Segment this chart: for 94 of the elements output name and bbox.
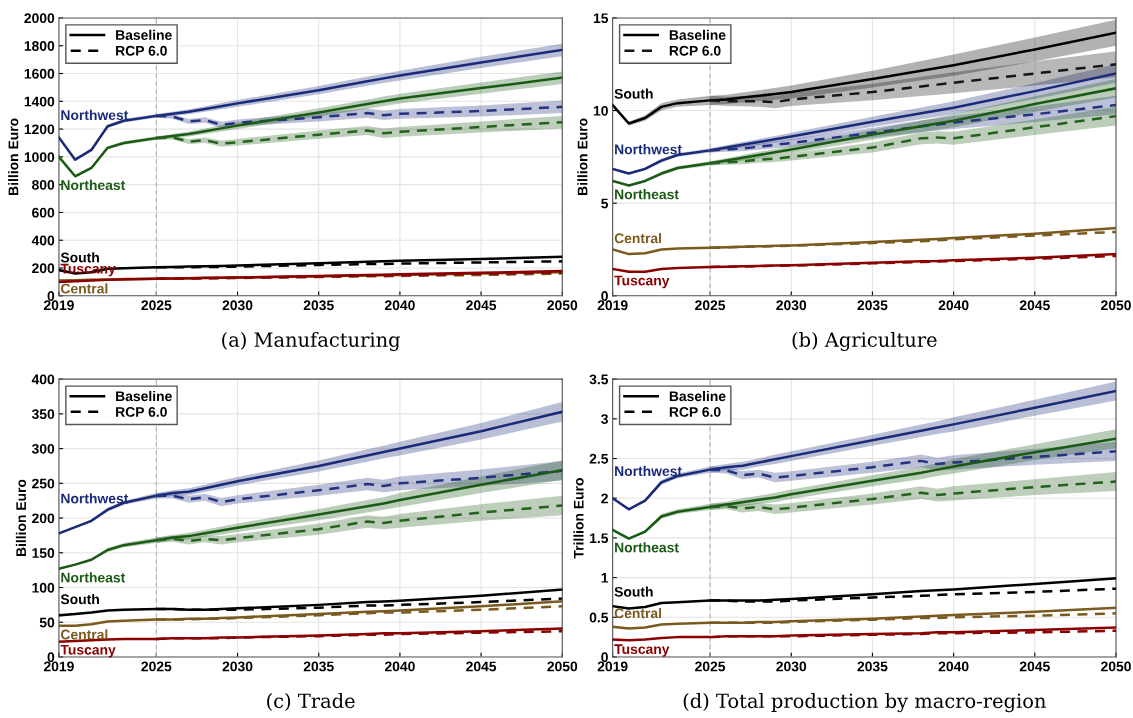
y-tick-label: 350 — [31, 409, 55, 420]
legend-label: RCP 6.0 — [116, 45, 167, 56]
x-tick-label: 2040 — [384, 661, 415, 672]
y-tick-label: 1600 — [24, 68, 55, 79]
y-tick-label: 2.5 — [589, 453, 609, 464]
y-tick-label: 3 — [601, 414, 608, 425]
text: (b) Agriculture — [792, 331, 937, 351]
legend-label: RCP 6.0 — [116, 407, 167, 417]
annotation: Tuscany — [60, 645, 116, 658]
x-tick-label: 2025 — [695, 300, 726, 311]
x-tick-label: 2035 — [303, 300, 334, 311]
x-tick-label: 2030 — [222, 300, 253, 311]
x-tick-label: 2050 — [1101, 661, 1131, 672]
annotation: South — [614, 586, 653, 597]
x-tick-label: 2030 — [222, 661, 253, 672]
annotation: Northwest — [61, 109, 129, 121]
x-tick-label: 2025 — [141, 300, 172, 311]
y-axis-title: Billion Euro — [15, 479, 27, 557]
annotation: South — [60, 593, 99, 605]
annotation: South — [60, 252, 99, 263]
y-tick-label: 600 — [32, 207, 55, 218]
legend-label: Baseline — [116, 29, 172, 40]
y-tick-label: 2 — [601, 493, 608, 504]
y-tick-label: 200 — [32, 513, 55, 524]
annotation: Northeast — [615, 189, 679, 200]
y-tick-label: 10 — [593, 105, 608, 116]
x-tick-label: 2030 — [776, 300, 807, 311]
y-tick-label: 50 — [39, 617, 55, 628]
annotation: Tuscany — [614, 275, 670, 289]
x-tick-label: 2019 — [597, 300, 628, 311]
y-tick-label: 1 — [601, 573, 609, 583]
y-tick-label: 15 — [593, 13, 609, 24]
x-tick-label: 2030 — [776, 661, 807, 672]
y-tick-label: 3.5 — [589, 374, 609, 385]
y-tick-label: 0.5 — [589, 612, 609, 623]
y-tick-label: 1400 — [24, 96, 55, 107]
legend-label: Baseline — [669, 29, 726, 40]
annotation: Northwest — [615, 465, 682, 477]
legend-label: Baseline — [116, 390, 172, 402]
annotation: South — [614, 88, 653, 99]
y-tick-label: 100 — [32, 582, 55, 593]
x-tick-label: 2040 — [384, 300, 415, 311]
x-tick-label: 2045 — [466, 661, 497, 672]
legend-label: RCP 6.0 — [669, 407, 721, 417]
y-tick-label: 1200 — [24, 124, 55, 135]
text: (a) Manufacturing — [222, 331, 401, 351]
legend-label: Baseline — [669, 390, 726, 402]
annotation: Central — [61, 629, 108, 640]
x-tick-label: 2019 — [597, 661, 628, 672]
x-tick-label: 2050 — [547, 661, 578, 672]
text: (d) Total production by macro-region — [683, 693, 1046, 713]
y-tick-label: 0 — [47, 291, 55, 301]
x-tick-label: 2045 — [466, 300, 497, 311]
y-tick-label: 150 — [32, 548, 55, 558]
y-tick-label: 800 — [32, 179, 55, 190]
text: (c) Trade — [267, 693, 355, 711]
x-tick-label: 2035 — [857, 300, 888, 311]
y-tick-label: 250 — [32, 478, 55, 489]
y-tick-label: 400 — [31, 235, 55, 246]
y-axis-title: Trillion Euro — [573, 478, 584, 559]
y-tick-label: 200 — [32, 263, 55, 274]
annotation: Northwest — [615, 144, 682, 155]
x-tick-label: 2035 — [303, 661, 334, 672]
annotation: Northeast — [61, 179, 126, 191]
x-tick-label: 2025 — [141, 661, 172, 672]
y-tick-label: 1000 — [24, 152, 55, 163]
y-tick-label: 300 — [31, 443, 55, 454]
y-tick-label: 2000 — [24, 13, 55, 24]
x-tick-label: 2040 — [938, 661, 969, 672]
x-tick-label: 2050 — [547, 300, 578, 311]
annotation: Northwest — [61, 493, 129, 504]
x-tick-label: 2035 — [857, 661, 888, 672]
y-tick-label: 400 — [31, 374, 55, 385]
x-tick-label: 2019 — [43, 661, 74, 672]
annotation: Central — [614, 607, 662, 619]
legend-label: RCP 6.0 — [669, 45, 721, 56]
y-axis-title: Billion Euro — [8, 118, 19, 195]
annotation: Northeast — [615, 542, 679, 553]
annotation: Central — [61, 283, 108, 294]
x-tick-label: 2045 — [1019, 661, 1050, 672]
x-tick-label: 2040 — [938, 300, 969, 311]
y-tick-label: 0 — [601, 291, 608, 301]
x-tick-label: 2050 — [1101, 300, 1131, 311]
y-tick-label: 1.5 — [590, 533, 609, 544]
y-axis-title: Billion Euro — [577, 118, 588, 195]
y-tick-label: 5 — [601, 198, 609, 209]
y-tick-label: 0 — [601, 652, 608, 663]
x-tick-label: 2045 — [1019, 300, 1050, 311]
x-tick-label: 2025 — [695, 661, 726, 672]
annotation: Northeast — [61, 572, 126, 583]
y-tick-label: 1800 — [24, 41, 55, 51]
annotation: Tuscany — [614, 644, 670, 657]
x-tick-label: 2019 — [43, 300, 74, 311]
annotation: Central — [614, 233, 662, 244]
